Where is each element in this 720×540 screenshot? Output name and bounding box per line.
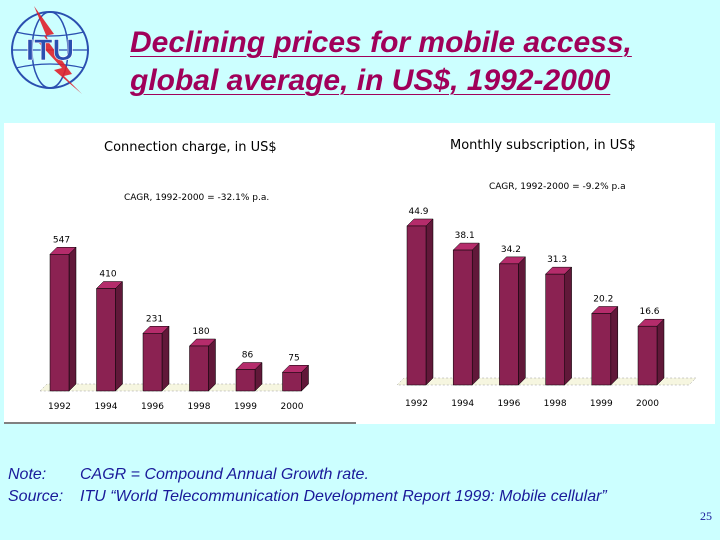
bar: [142, 333, 163, 392]
x-tick-label: 2000: [281, 402, 304, 412]
note-text: CAGR = Compound Annual Growth rate.: [80, 466, 369, 483]
x-tick-label: 1999: [234, 402, 257, 412]
bar: [406, 225, 427, 386]
data-label: 20.2: [593, 294, 613, 304]
bar: [499, 263, 519, 386]
x-tick-label: 1998: [188, 402, 211, 412]
bar-side: [518, 256, 526, 386]
x-tick-label: 1998: [544, 399, 567, 409]
bar: [545, 273, 565, 386]
x-tick-label: 1999: [590, 399, 613, 409]
bar: [96, 288, 116, 392]
data-label: 31.3: [547, 255, 567, 265]
logo-text: ITU: [26, 34, 74, 67]
note-line: Note: CAGR = Compound Annual Growth rate.: [8, 466, 369, 484]
page-number: 25: [700, 509, 712, 523]
source-line: Source: ITU “World Telecommunication Deve…: [8, 488, 607, 506]
charts-panel: Connection charge, in US$ CAGR, 1992-2000…: [4, 123, 715, 424]
charts-svg: Connection charge, in US$ CAGR, 1992-2000…: [4, 138, 697, 424]
bar-side: [564, 266, 572, 386]
data-label: 410: [99, 270, 116, 280]
data-label: 231: [146, 314, 163, 324]
data-label: 38.1: [455, 231, 475, 241]
bar: [452, 249, 473, 386]
bar: [235, 369, 256, 392]
x-tick-label: 1996: [497, 399, 520, 409]
bar-side: [68, 246, 77, 392]
data-label: 547: [53, 235, 70, 245]
bar-side: [115, 280, 123, 392]
chart-title: Monthly subscription, in US$: [450, 138, 636, 153]
title-line-1: Declining prices for mobile access,: [130, 26, 632, 59]
x-tick-label: 1994: [451, 399, 474, 409]
bar-side: [425, 218, 434, 386]
bar-side: [208, 338, 216, 392]
data-label: 34.2: [501, 245, 521, 255]
cagr-annotation: CAGR, 1992-2000 = -32.1% p.a.: [124, 193, 269, 203]
bar-side: [656, 318, 665, 386]
x-tick-label: 1992: [48, 402, 71, 412]
bar: [591, 313, 612, 386]
title-line-2: global average, in US$, 1992-2000: [130, 64, 611, 97]
data-label: 44.9: [408, 207, 428, 217]
source-label: Source:: [8, 488, 64, 505]
chart-title: Connection charge, in US$: [104, 140, 277, 155]
x-tick-label: 2000: [636, 399, 659, 409]
itu-logo: ITU: [4, 4, 96, 96]
data-label: 86: [242, 351, 254, 361]
data-label: 75: [288, 353, 299, 363]
cagr-annotation: CAGR, 1992-2000 = -9.2% p.a: [489, 182, 626, 192]
chart-floor: [39, 383, 307, 392]
x-tick-label: 1996: [141, 402, 164, 412]
bar-side: [471, 242, 480, 386]
data-label: 16.6: [639, 307, 659, 317]
x-tick-label: 1994: [95, 402, 118, 412]
itu-globe-icon: ITU: [11, 6, 89, 94]
source-text: ITU “World Telecommunication Development…: [80, 488, 607, 505]
data-label: 180: [192, 327, 209, 337]
slide-title: Declining prices for mobile access, glob…: [130, 24, 710, 100]
bar-side: [610, 305, 619, 386]
bar: [49, 254, 70, 392]
bar: [282, 372, 302, 392]
x-tick-label: 1992: [405, 399, 428, 409]
note-label: Note:: [8, 466, 47, 483]
bar-side: [161, 325, 170, 392]
bar: [189, 345, 209, 392]
bar: [637, 325, 658, 386]
